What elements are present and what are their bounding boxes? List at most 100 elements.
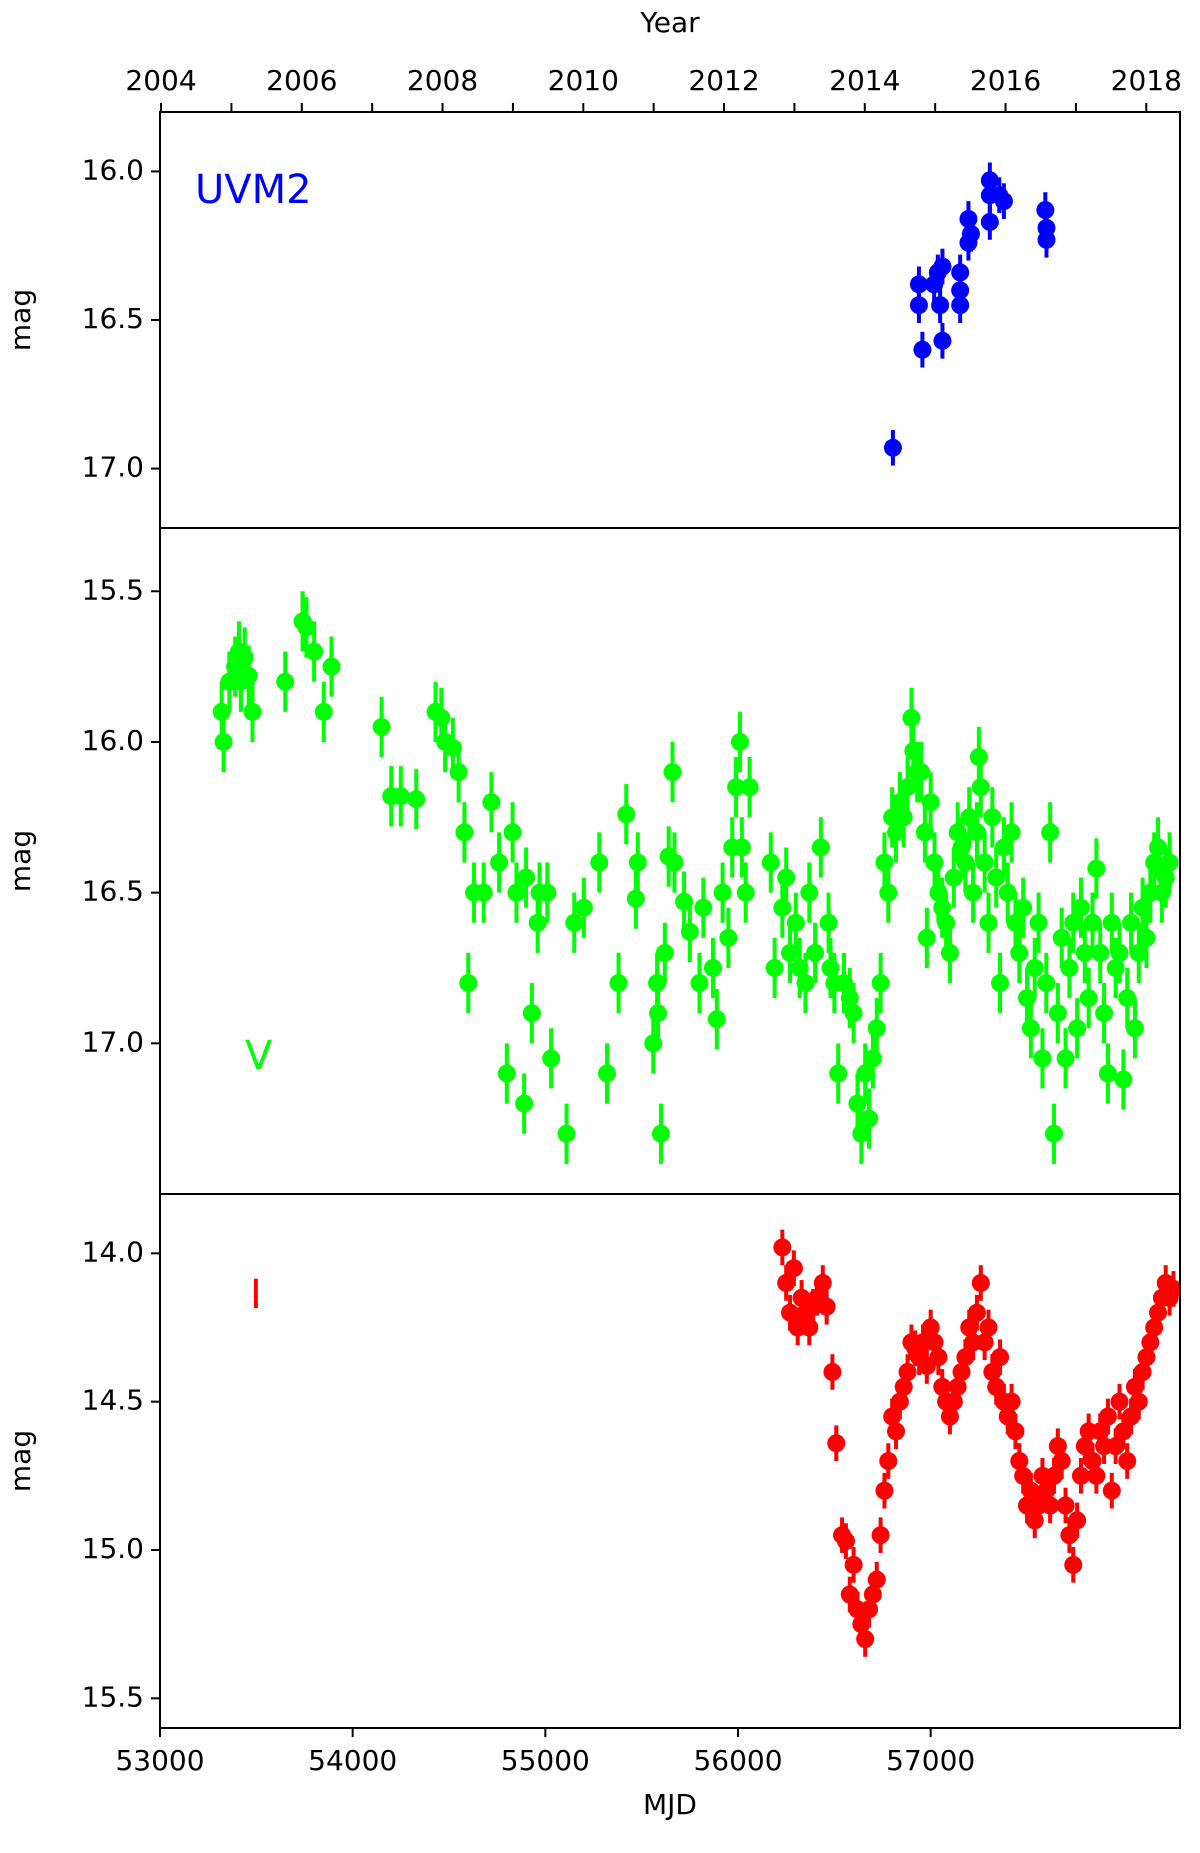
y-tick-label: 15.5 — [82, 1680, 144, 1713]
data-point — [482, 793, 501, 812]
data-point — [898, 1363, 917, 1381]
data-point — [998, 883, 1017, 902]
y-tick-label: 16.5 — [82, 302, 144, 335]
data-point — [883, 438, 902, 457]
data-point — [991, 974, 1010, 993]
data-point — [800, 883, 819, 902]
data-point — [902, 708, 921, 727]
data-point — [1156, 868, 1175, 887]
data-point — [827, 1434, 846, 1453]
data-point — [1064, 1555, 1083, 1574]
data-point — [796, 974, 815, 993]
data-point — [991, 1348, 1010, 1367]
data-point — [1056, 1496, 1075, 1515]
y-tick-label: 15.0 — [82, 1532, 144, 1565]
data-point — [994, 192, 1013, 211]
y-tick-label: 17.0 — [82, 1025, 144, 1058]
data-point — [1102, 1481, 1121, 1500]
data-point — [836, 1532, 855, 1551]
data-point — [1014, 1466, 1033, 1485]
plot-area — [773, 1229, 1180, 1657]
data-point — [1118, 989, 1137, 1008]
data-point — [590, 853, 609, 872]
data-point — [515, 1094, 534, 1113]
x-axis-label: MJD — [643, 1788, 697, 1821]
data-point — [507, 883, 526, 902]
data-point — [867, 1570, 886, 1589]
data-point — [1137, 928, 1156, 947]
data-point — [940, 943, 959, 962]
data-point — [933, 331, 952, 350]
panel-label: V — [245, 1033, 273, 1079]
data-point — [840, 989, 859, 1008]
data-point — [956, 1348, 975, 1367]
data-point — [1068, 1019, 1087, 1038]
data-point — [819, 913, 838, 932]
data-point — [1098, 1064, 1117, 1083]
x-tick-label: 55000 — [501, 1744, 590, 1777]
data-point — [1106, 1437, 1125, 1456]
data-point — [979, 1318, 998, 1337]
x2-tick-label: 2008 — [407, 64, 478, 97]
data-point — [1071, 1466, 1090, 1485]
data-point — [1060, 1526, 1079, 1545]
data-point — [773, 1238, 792, 1257]
data-point — [863, 1049, 882, 1068]
x2-tick-label: 2010 — [548, 64, 619, 97]
x-tick-label: 53000 — [115, 1744, 204, 1777]
x2-axis-label: Year — [639, 6, 700, 39]
x2-tick-label: 2004 — [125, 64, 196, 97]
data-point — [1122, 913, 1141, 932]
data-point — [1029, 913, 1048, 932]
data-point — [391, 787, 410, 806]
data-point — [322, 657, 341, 676]
data-point — [1095, 1004, 1114, 1023]
data-point — [1048, 1004, 1067, 1023]
data-point — [713, 883, 732, 902]
data-point — [1002, 823, 1021, 842]
data-point — [823, 1363, 842, 1381]
data-point — [449, 763, 468, 782]
data-point — [879, 883, 898, 902]
data-point — [730, 732, 749, 751]
data-point — [719, 928, 738, 947]
data-point — [694, 898, 713, 917]
data-point — [964, 883, 983, 902]
plot-area — [883, 162, 1056, 466]
x2-tick-label: 2016 — [970, 64, 1041, 97]
data-point — [736, 883, 755, 902]
data-point — [1110, 943, 1129, 962]
data-point — [817, 1297, 836, 1316]
data-point — [407, 790, 426, 809]
data-point — [1091, 943, 1110, 962]
y-tick-label: 16.0 — [82, 724, 144, 757]
data-point — [665, 853, 684, 872]
x2-tick-label: 2018 — [1111, 64, 1182, 97]
data-point — [912, 763, 931, 782]
data-point — [867, 1019, 886, 1038]
data-point — [276, 672, 295, 691]
data-point — [1033, 1049, 1052, 1068]
data-point — [1021, 1481, 1040, 1500]
data-point — [517, 868, 536, 887]
data-point — [1002, 1392, 1021, 1411]
data-point — [860, 1109, 879, 1128]
data-point — [474, 883, 493, 902]
data-point — [1125, 1019, 1144, 1038]
data-point — [542, 1049, 561, 1068]
data-point — [875, 1481, 894, 1500]
data-point — [305, 642, 324, 661]
data-point — [1164, 1279, 1180, 1298]
data-point — [1114, 1070, 1133, 1089]
data-point — [871, 974, 890, 993]
data-point — [235, 648, 254, 667]
data-point — [1129, 943, 1148, 962]
data-point — [967, 1303, 986, 1322]
data-point — [1041, 1496, 1060, 1515]
x-tick-label: 54000 — [308, 1744, 397, 1777]
data-point — [503, 823, 522, 842]
data-point — [1129, 1392, 1148, 1411]
panel-label: UVM2 — [195, 167, 312, 213]
data-point — [732, 838, 751, 857]
